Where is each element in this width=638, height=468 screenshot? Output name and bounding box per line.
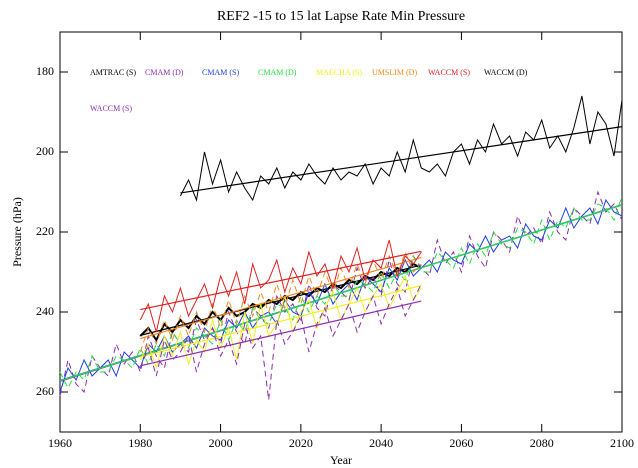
series-line [59,190,623,397]
x-tick-label: 2060 [449,436,473,450]
y-tick-label: 260 [36,384,54,398]
y-tick-label: 220 [36,224,54,238]
legend-label: CMAM (D) [145,68,184,77]
series-line [139,239,422,333]
legend-label: CMAM (D) [258,68,297,77]
series-line [139,283,422,401]
y-tick-label: 200 [36,144,54,158]
legend-label: AMTRAC (S) [90,68,136,77]
trend-line [140,300,422,367]
trend-line [140,284,422,358]
series-line [179,95,623,202]
trend-line [140,250,422,311]
legend-label: WACCM (D) [484,68,528,77]
trend-line [140,256,422,340]
legend-label: UMSLIM (D) [372,68,417,77]
legend-label: CMAM (S) [202,68,239,77]
x-axis-label: Year [330,453,352,467]
x-tick-label: 1960 [48,436,72,450]
series-line [139,250,422,353]
chart-title: REF2 -15 to 15 lat Lapse Rate Min Pressu… [217,9,465,24]
y-tick-label: 240 [36,304,54,318]
series-line [139,274,422,370]
series-line [59,198,623,393]
y-axis-label: Pressure (hPa) [10,197,24,267]
trend-line [140,264,422,336]
y-tick-label: 180 [36,64,54,78]
x-tick-label: 2100 [610,436,634,450]
x-tick-label: 2000 [209,436,233,450]
legend-label: WACCM (S) [90,104,132,113]
legend-label: MAECHA (S) [316,68,362,77]
legend-label: WACCM (S) [428,68,470,77]
x-tick-label: 2040 [369,436,393,450]
x-tick-label: 1980 [128,436,152,450]
trend-line [59,204,623,382]
x-tick-label: 2080 [530,436,554,450]
series-line [59,195,623,390]
x-tick-label: 2020 [289,436,313,450]
trend-line [180,126,623,194]
